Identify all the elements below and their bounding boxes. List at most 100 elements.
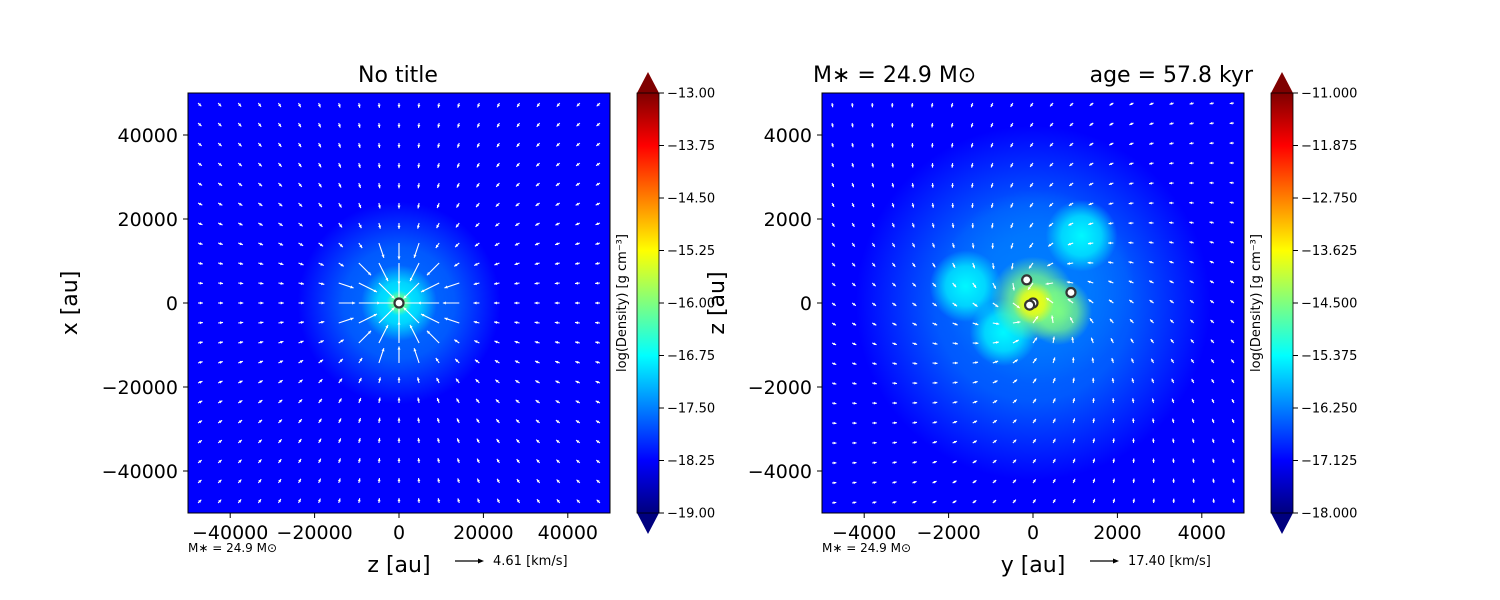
x-axis-label-right: y [au]	[1001, 553, 1066, 578]
velocity-arrowhead	[259, 400, 263, 404]
velocity-arrowhead	[893, 501, 897, 504]
velocity-arrowhead	[1052, 357, 1056, 361]
velocity-arrowhead	[1128, 280, 1132, 284]
velocity-arrowhead	[1030, 103, 1034, 107]
x-tick-label: −4000	[832, 522, 896, 544]
velocity-arrowhead	[991, 245, 995, 249]
velocity-arrowhead	[497, 123, 500, 128]
velocity-arrowhead	[279, 360, 284, 364]
velocity-arrowhead	[352, 301, 356, 305]
velocity-arrowhead	[1047, 263, 1051, 266]
velocity-arrowhead	[238, 143, 242, 147]
density-panel-left: No title −40000 −20000 0 20000 40000 −40000−…	[58, 63, 715, 578]
velocity-arrowhead	[297, 498, 301, 503]
velocity-arrowhead	[953, 480, 957, 484]
velocity-arrowhead	[993, 420, 997, 423]
x-tick-label: 2000	[1093, 522, 1141, 544]
velocity-arrowhead	[953, 440, 957, 444]
velocity-arrowhead	[260, 301, 264, 305]
velocity-arrowhead	[556, 459, 560, 463]
velocity-arrowhead	[934, 322, 938, 326]
velocity-arrowhead	[576, 440, 580, 444]
y-ticks-right: −4000 −2000 0 2000 4000	[748, 125, 822, 483]
velocity-arrowhead	[913, 322, 917, 326]
velocity-arrowhead	[318, 438, 322, 442]
velocity-arrowhead	[555, 182, 560, 186]
velocity-arrowhead	[1212, 438, 1215, 442]
velocity-arrowhead	[1152, 498, 1156, 502]
velocity-key-right: 17.40 [km/s]	[1090, 554, 1211, 569]
velocity-arrowhead	[853, 342, 857, 345]
velocity-arrowhead	[403, 307, 407, 311]
velocity-arrowhead	[258, 183, 263, 187]
velocity-arrowhead	[239, 222, 243, 226]
velocity-arrowhead	[934, 342, 938, 345]
velocity-arrowhead	[516, 143, 520, 147]
velocity-arrowhead	[421, 289, 425, 293]
velocity-arrowhead	[871, 184, 875, 188]
velocity-arrowhead	[1192, 498, 1196, 502]
colorbar-ticks-left: −13.00 −13.75 −14.50 −15.25 −16.00 −16.75 −17.…	[659, 87, 715, 522]
velocity-arrowhead	[931, 144, 934, 148]
mass-annotation-left: M∗ = 24.9 M⊙	[188, 541, 277, 555]
velocity-arrowhead	[851, 184, 855, 188]
velocity-arrowhead	[973, 284, 977, 288]
velocity-arrowhead	[871, 124, 874, 128]
velocity-arrowhead	[1108, 299, 1113, 303]
velocity-arrowhead	[477, 478, 480, 482]
velocity-arrowhead	[1052, 398, 1056, 402]
velocity-arrowhead	[890, 104, 894, 108]
velocity-arrowhead	[555, 360, 559, 364]
velocity-arrowhead	[556, 439, 560, 443]
velocity-arrowhead	[1209, 161, 1213, 165]
colorbar-tick-label: −18.25	[667, 454, 715, 469]
velocity-arrowhead	[933, 283, 936, 287]
velocity-arrowhead	[576, 162, 580, 166]
velocity-arrowhead	[1209, 280, 1214, 284]
velocity-arrowhead	[933, 461, 937, 464]
velocity-arrowhead	[1010, 184, 1014, 188]
velocity-arrowhead	[357, 478, 361, 482]
colorbar-tick-label: −16.00	[667, 297, 715, 312]
velocity-arrowhead	[497, 478, 500, 483]
velocity-arrowhead	[1171, 398, 1175, 402]
velocity-arrowhead	[934, 421, 938, 424]
velocity-arrowhead	[1046, 297, 1050, 301]
velocity-arrowhead	[853, 441, 857, 445]
velocity-arrowhead	[1072, 458, 1076, 462]
velocity-arrowhead	[1209, 141, 1213, 145]
velocity-arrowhead	[930, 104, 934, 108]
velocity-arrowhead	[990, 144, 994, 148]
velocity-arrowhead	[1050, 103, 1053, 107]
velocity-arrowhead	[951, 184, 954, 188]
velocity-arrowhead	[1016, 305, 1020, 309]
velocity-arrowhead	[278, 183, 282, 187]
density-blob	[929, 250, 1002, 323]
velocity-arrowhead	[953, 303, 958, 307]
velocity-arrowhead	[534, 262, 539, 266]
velocity-arrowhead	[1148, 201, 1152, 205]
velocity-arrowhead	[970, 164, 974, 168]
velocity-arrowhead	[1029, 204, 1033, 208]
velocity-arrowhead	[1013, 479, 1017, 483]
velocity-arrowhead	[493, 301, 497, 305]
velocity-arrowhead	[576, 123, 580, 127]
velocity-arrowhead	[1072, 418, 1076, 422]
velocity-arrowhead	[832, 283, 836, 287]
velocity-arrowhead	[1032, 459, 1036, 463]
sink-particle	[1021, 274, 1033, 286]
velocity-arrowhead	[397, 124, 401, 128]
velocity-arrowhead	[911, 164, 914, 168]
colorbar-tick-label: −14.500	[1301, 297, 1357, 312]
velocity-arrowhead	[871, 204, 875, 208]
velocity-arrowhead	[1010, 164, 1014, 168]
velocity-arrowhead	[279, 203, 283, 207]
velocity-arrowhead	[1088, 202, 1092, 206]
velocity-arrowhead	[1229, 201, 1233, 205]
velocity-arrowhead	[973, 420, 978, 424]
velocity-arrowhead	[596, 142, 600, 146]
velocity-arrowhead	[199, 361, 203, 364]
velocity-arrowhead	[1012, 287, 1016, 291]
velocity-arrowhead	[339, 224, 343, 228]
velocity-arrowhead	[218, 459, 222, 463]
